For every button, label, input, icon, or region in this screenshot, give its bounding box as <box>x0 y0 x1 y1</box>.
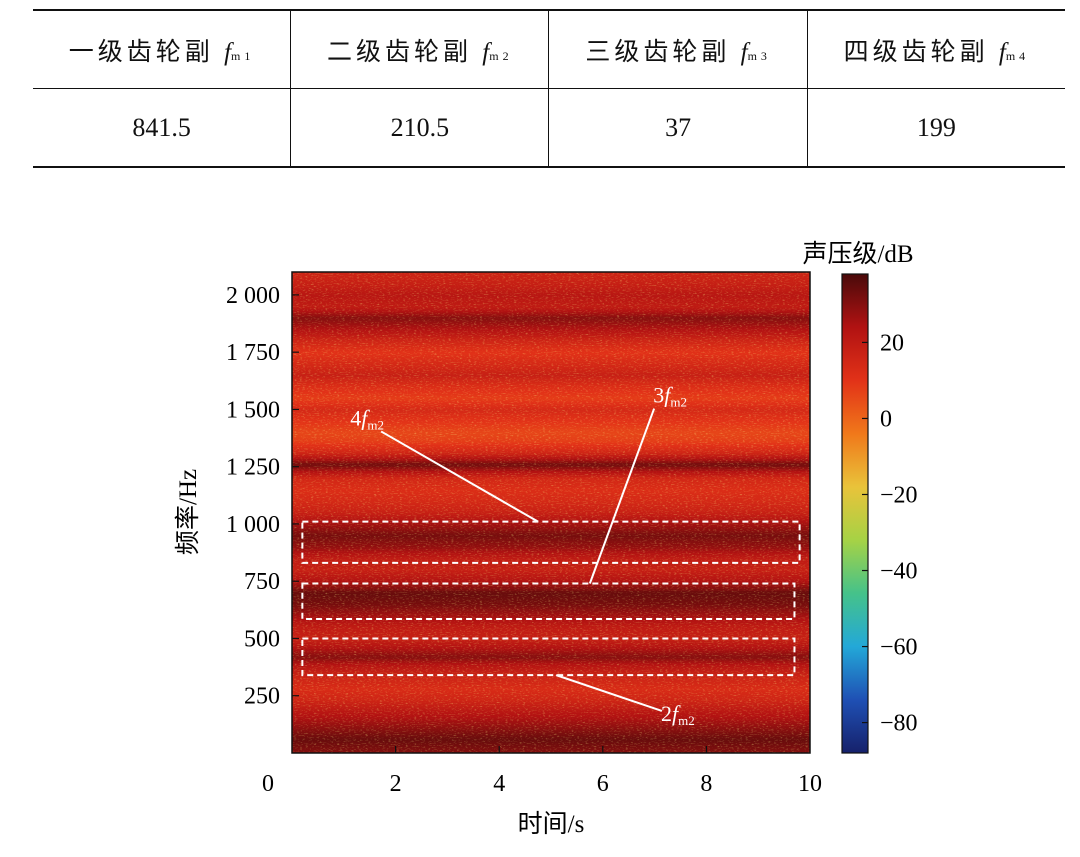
spectrogram-plot-area <box>292 272 810 753</box>
header-cell-3: 三级齿轮副 fm3 <box>548 9 808 89</box>
y-tick-label: 1 000 <box>226 512 280 538</box>
annotation-leader-line <box>555 674 663 712</box>
spectrogram-noise <box>292 272 810 753</box>
highlight-boxes <box>301 520 801 677</box>
highlight-box <box>301 637 796 677</box>
colorbar-tick-label: 20 <box>880 330 904 356</box>
plot-frame <box>291 271 811 754</box>
y-tick-label: 1 750 <box>226 340 280 366</box>
y-tick-label: 500 <box>244 626 280 652</box>
y-tick-label: 1 500 <box>226 397 280 423</box>
x-tick-label: 8 <box>700 771 712 797</box>
annotation-label: 3fm2 <box>653 383 687 410</box>
x-tick-label: 0 <box>262 771 274 797</box>
value-cell-1: 841.5 <box>33 88 291 168</box>
annotation-leader-line <box>380 430 539 523</box>
header-cell-2: 二级齿轮副 fm2 <box>290 9 549 89</box>
annotation-label: 4fm2 <box>350 405 384 432</box>
y-tick-label: 250 <box>244 684 280 710</box>
x-tick-label: 6 <box>597 771 609 797</box>
colorbar <box>841 273 869 754</box>
x-tick-label: 2 <box>390 771 402 797</box>
x-axis-ticks: 0 2 4 6 8 10 <box>262 746 822 797</box>
y-tick-label: 750 <box>244 569 280 595</box>
colorbar-tick-label: −80 <box>880 711 918 737</box>
header-cell-1: 一级齿轮副 fm1 <box>33 9 291 89</box>
value-cell-2: 210.5 <box>290 88 549 168</box>
header-cell-4: 四级齿轮副 fm4 <box>806 9 1065 89</box>
value-cell-4: 199 <box>806 88 1065 168</box>
colorbar-ticks: 20 0 −20 −40 −60 −80 <box>862 330 918 737</box>
table-value-row: 841.5 210.5 37 199 <box>33 88 1065 168</box>
value-cell-3: 37 <box>548 88 808 168</box>
y-tick-label: 1 250 <box>226 455 280 481</box>
x-tick-label: 10 <box>798 771 822 797</box>
colorbar-tick-label: −40 <box>880 559 918 585</box>
colorbar-label: 声压级/dB <box>802 240 913 268</box>
y-axis-ticks: 250 500 750 1 000 1 250 1 500 1 750 2 000 <box>226 283 299 710</box>
colorbar-tick-label: −60 <box>880 635 918 661</box>
colorbar-tick-label: −20 <box>880 482 918 508</box>
highlight-box <box>301 582 796 621</box>
harmonic-annotations: 4fm2 3fm2 2fm2 <box>350 383 695 728</box>
gear-mesh-frequency-table: 一级齿轮副 fm1 二级齿轮副 fm2 三级齿轮副 fm3 四级齿轮副 fm4 … <box>33 9 1065 168</box>
annotation-label: 2fm2 <box>661 701 695 728</box>
table-header-row: 一级齿轮副 fm1 二级齿轮副 fm2 三级齿轮副 fm3 四级齿轮副 fm4 <box>33 9 1065 89</box>
y-tick-label: 2 000 <box>226 283 280 309</box>
colorbar-tick-label: 0 <box>880 406 892 432</box>
spectrogram-figure: 4fm2 3fm2 2fm2 250 500 750 1 000 1 250 1 500 1 7… <box>174 240 918 838</box>
y-axis-label: 频率/Hz <box>174 469 202 555</box>
x-axis-label: 时间/s <box>518 810 585 838</box>
x-tick-label: 4 <box>493 771 505 797</box>
annotation-leader-line <box>588 408 656 584</box>
